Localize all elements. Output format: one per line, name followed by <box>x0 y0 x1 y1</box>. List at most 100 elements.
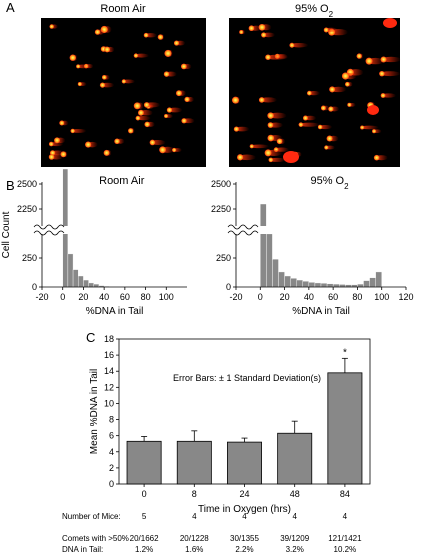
x-axis-label: %DNA in Tail <box>292 306 350 317</box>
comets-label-line1: Comets with >50% <box>62 534 129 543</box>
histogram-bar <box>284 275 291 288</box>
mean-bar <box>327 372 363 485</box>
comet-head <box>70 128 75 134</box>
comets-percent: 10.2% <box>334 545 357 554</box>
comets-count: 20/1662 <box>130 534 159 543</box>
mean-bar <box>126 440 162 485</box>
comet-head <box>159 146 167 154</box>
x-tick-label: 0 <box>258 292 263 302</box>
comet-head <box>103 149 110 156</box>
comet-head <box>175 90 182 97</box>
room-air-comets <box>48 24 195 160</box>
histogram-bar <box>78 275 84 288</box>
histogram-bar <box>308 282 316 288</box>
comet-head <box>268 157 274 163</box>
comet-head <box>85 141 92 148</box>
comet-head <box>248 25 255 32</box>
y-tick-label: 250 <box>216 253 231 263</box>
comet-head <box>379 70 385 77</box>
y-tick-label: 4 <box>109 447 114 457</box>
histogram-bar <box>369 277 376 288</box>
comets-percent: 1.6% <box>185 545 203 554</box>
comet-blob <box>383 18 397 28</box>
comet-head <box>267 112 274 119</box>
comet-tail <box>379 71 401 77</box>
comet-tail <box>360 125 379 130</box>
comets-percent: 1.2% <box>135 545 153 554</box>
comet-head <box>289 42 295 48</box>
comets-count: 39/1209 <box>280 534 309 543</box>
x-tick-label: 120 <box>398 292 413 302</box>
y-tick-label: 2250 <box>17 204 37 214</box>
x-tick-label: 24 <box>239 489 249 499</box>
comet-tail <box>289 43 309 48</box>
comet-head <box>144 121 150 128</box>
comet-tail <box>71 128 87 133</box>
x-tick-label: 8 <box>192 489 197 499</box>
x-tick-label: 100 <box>374 292 389 302</box>
comet-head <box>372 129 377 134</box>
y-tick-label: 16 <box>104 350 114 360</box>
comet-tail <box>249 144 270 149</box>
x-tick-label: 48 <box>290 489 300 499</box>
axis-break-gap <box>41 226 188 234</box>
y-tick-label: 2 <box>109 463 114 473</box>
comet-head <box>324 145 329 150</box>
y-tick-label: 250 <box>22 253 37 263</box>
comet-head <box>231 96 239 104</box>
comet-head <box>236 154 244 161</box>
y-tick-label: 0 <box>32 282 37 292</box>
comet-blob <box>367 105 379 115</box>
x-tick-label: 80 <box>141 292 151 302</box>
y-tick-label: 0 <box>109 479 114 489</box>
comet-head <box>149 139 156 146</box>
comet-head <box>347 102 352 107</box>
y-tick-label: 10 <box>104 398 114 408</box>
x-tick-label: 84 <box>340 489 350 499</box>
comet-head <box>99 82 106 88</box>
histogram-bar <box>314 282 322 288</box>
comet-head <box>328 106 334 112</box>
histogram-bar <box>375 271 382 288</box>
panel-a-letter: A <box>6 0 15 15</box>
comet-head <box>180 63 187 70</box>
comet-head <box>373 154 380 161</box>
x-tick-label: -20 <box>35 292 48 302</box>
comet-head <box>121 79 126 84</box>
comet-head <box>326 135 333 142</box>
x-tick-label: 60 <box>120 292 130 302</box>
histogram-bar <box>302 281 310 288</box>
mean-bar <box>176 440 212 485</box>
comets-percent: 3.2% <box>286 545 304 554</box>
comet-head <box>157 34 164 40</box>
y-axis-label: Mean %DNA in Tail <box>89 369 100 454</box>
comet-head <box>137 109 144 116</box>
comet-head <box>360 125 365 130</box>
x-tick-label: 0 <box>142 489 147 499</box>
comet-head <box>76 64 81 69</box>
comet-head <box>143 32 149 38</box>
title-subscript: 2 <box>344 182 349 191</box>
comet-head <box>133 53 139 58</box>
comet-head <box>233 126 239 132</box>
comet-head <box>135 115 141 121</box>
histogram-bar <box>266 233 273 288</box>
comet-head <box>341 72 350 80</box>
comet-head <box>267 134 275 142</box>
comet-head <box>60 151 67 158</box>
comet-head <box>320 105 326 111</box>
comet-tail <box>381 56 401 63</box>
comet-head <box>380 93 386 98</box>
comet-head <box>163 71 170 77</box>
histogram-title: 95% O2 <box>310 175 349 191</box>
comet-tail <box>269 157 286 162</box>
comet-head <box>261 32 267 38</box>
histogram-bar <box>320 283 328 288</box>
comet-head <box>258 97 265 103</box>
x-axis-label: Time in Oxygen (hrs) <box>198 504 291 515</box>
comets-percent: 2.2% <box>235 545 253 554</box>
mice-label: Number of Mice: <box>62 512 121 521</box>
axis-break-mark <box>33 230 65 236</box>
panel-b-letter: B <box>6 178 15 193</box>
